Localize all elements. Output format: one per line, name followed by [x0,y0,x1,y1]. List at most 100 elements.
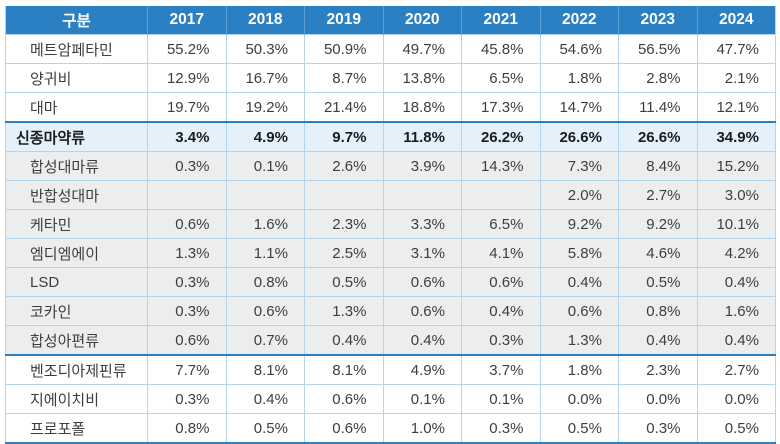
value-cell: 11.8% [382,121,462,152]
value-cell: 0.4% [382,325,462,356]
value-cell: 50.3% [225,34,305,64]
value-cell: 0.5% [618,267,697,297]
value-cell: 2.3% [618,354,697,385]
table-row: 케타민 0.6% 1.6% 2.3% 3.3% 6.5% 9.2% 9.2% 10.1% [5,209,776,239]
value-cell: 3.3% [382,209,462,239]
table-body: 메트암페타민 55.2% 50.3% 50.9% 49.7% 45.8% 54.6% 56.5… [5,34,776,444]
table-row: 지에이치비 0.3% 0.4% 0.6% 0.1% 0.1% 0.0% 0.0% 0.0% [5,384,776,414]
value-cell: 0.6% [147,209,226,239]
value-cell: 13.8% [382,63,462,93]
column-header-year: 2023 [618,6,697,35]
value-cell: 0.6% [539,296,619,326]
value-cell: 17.3% [461,92,540,122]
value-cell: 14.7% [539,92,619,122]
column-header-year: 2019 [304,6,383,35]
value-cell: 47.7% [696,34,776,64]
value-cell: 2.7% [618,180,697,210]
value-cell: 11.4% [618,92,697,122]
row-label: 엠디엠에이 [5,238,148,268]
value-cell: 0.5% [304,267,383,297]
value-cell: 8.7% [304,63,383,93]
value-cell: 12.1% [696,92,776,122]
value-cell: 0.0% [539,384,619,414]
value-cell: 12.9% [147,63,226,93]
column-header-category: 구분 [5,6,148,35]
row-label: 합성아편류 [5,325,148,356]
value-cell: 0.6% [304,413,383,444]
row-label: 케타민 [5,209,148,239]
table-row: 메트암페타민 55.2% 50.3% 50.9% 49.7% 45.8% 54.6% 56.5… [5,34,776,64]
value-cell: 0.3% [147,384,226,414]
row-label: 대마 [5,92,148,122]
value-cell: 1.3% [539,325,619,356]
value-cell: 0.6% [461,267,540,297]
table-row: 합성아편류 0.6% 0.7% 0.4% 0.4% 0.3% 1.3% 0.4% 0.4% [5,325,776,356]
value-cell [461,180,540,210]
value-cell: 0.1% [225,151,305,181]
value-cell: 0.0% [696,384,776,414]
table-row: 반합성대마 2.0% 2.7% 3.0% [5,180,776,210]
value-cell: 1.3% [304,296,383,326]
column-header-year: 2024 [696,6,776,35]
table-row: LSD 0.3% 0.8% 0.5% 0.6% 0.6% 0.4% 0.5% 0.4% [5,267,776,297]
value-cell: 8.1% [225,354,305,385]
value-cell: 0.0% [618,384,697,414]
value-cell: 1.3% [147,238,226,268]
value-cell: 54.6% [539,34,619,64]
column-header-year: 2020 [382,6,462,35]
value-cell: 56.5% [618,34,697,64]
row-label: 양귀비 [5,63,148,93]
value-cell: 2.7% [696,354,776,385]
value-cell: 26.2% [461,121,540,152]
value-cell: 6.5% [461,63,540,93]
value-cell: 4.2% [696,238,776,268]
value-cell [225,180,305,210]
table-row: 엠디엠에이 1.3% 1.1% 2.5% 3.1% 4.1% 5.8% 4.6% 4.2% [5,238,776,268]
value-cell: 4.6% [618,238,697,268]
value-cell: 21.4% [304,92,383,122]
value-cell: 26.6% [539,121,619,152]
column-header-year: 2021 [461,6,540,35]
value-cell: 0.3% [147,151,226,181]
value-cell: 0.4% [539,267,619,297]
value-cell: 0.4% [461,296,540,326]
value-cell: 0.6% [382,296,462,326]
table-row: 신종마약류 3.4% 4.9% 9.7% 11.8% 26.2% 26.6% 26.6% 34.… [5,121,776,152]
row-label: 지에이치비 [5,384,148,414]
value-cell: 8.4% [618,151,697,181]
value-cell: 1.0% [382,413,462,444]
value-cell: 0.4% [618,325,697,356]
value-cell: 2.3% [304,209,383,239]
value-cell: 4.9% [225,121,305,152]
value-cell: 0.5% [225,413,305,444]
column-header-year: 2018 [225,6,305,35]
row-label: LSD [5,267,148,297]
table-row: 양귀비 12.9% 16.7% 8.7% 13.8% 6.5% 1.8% 2.8% 2.1% [5,63,776,93]
value-cell: 10.1% [696,209,776,239]
value-cell: 0.5% [696,413,776,444]
value-cell: 0.1% [461,384,540,414]
table-header-row: 구분 2017 2018 2019 2020 2021 2022 2023 2024 [5,6,776,35]
table-row: 코카인 0.3% 0.6% 1.3% 0.6% 0.4% 0.6% 0.8% 1.6% [5,296,776,326]
value-cell: 50.9% [304,34,383,64]
value-cell: 4.1% [461,238,540,268]
value-cell: 0.3% [147,296,226,326]
value-cell: 0.3% [147,267,226,297]
table-row: 대마 19.7% 19.2% 21.4% 18.8% 17.3% 14.7% 11.4% 12.… [5,92,776,122]
column-header-year: 2017 [147,6,226,35]
value-cell [304,180,383,210]
row-label: 신종마약류 [5,121,148,152]
value-cell: 0.5% [539,413,619,444]
drug-statistics-table: 구분 2017 2018 2019 2020 2021 2022 2023 2024 메트암페… [5,6,776,444]
value-cell: 2.0% [539,180,619,210]
value-cell: 0.6% [225,296,305,326]
value-cell: 0.3% [618,413,697,444]
value-cell: 0.4% [304,325,383,356]
value-cell: 49.7% [382,34,462,64]
value-cell: 55.2% [147,34,226,64]
value-cell: 45.8% [461,34,540,64]
value-cell: 1.6% [225,209,305,239]
value-cell: 19.7% [147,92,226,122]
value-cell: 0.4% [696,267,776,297]
value-cell: 6.5% [461,209,540,239]
